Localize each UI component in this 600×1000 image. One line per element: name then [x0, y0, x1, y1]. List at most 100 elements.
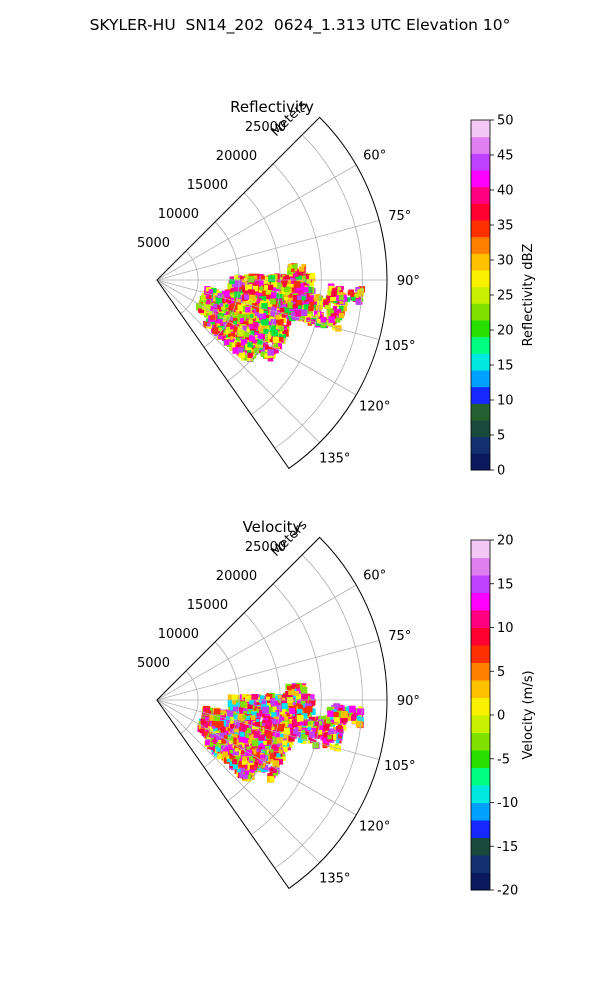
velocity-echo-cell	[236, 737, 240, 742]
velocity-echo-cell	[270, 749, 274, 753]
velocity-echo-cell	[301, 733, 308, 740]
velocity-echo-cell	[222, 751, 228, 758]
velocity-echo-cell	[333, 711, 339, 718]
reflectivity-echo-cell	[267, 355, 274, 362]
reflectivity-echo-cell	[279, 330, 284, 335]
sector-outline	[156, 536, 388, 890]
reflectivity-echo-cell	[282, 330, 287, 334]
reflectivity-echo-cell	[306, 310, 311, 314]
velocity-echo-cell	[254, 699, 260, 706]
reflectivity-echo-cell	[237, 347, 244, 353]
velocity-echo-cell	[242, 714, 247, 719]
velocity-echo-cell	[282, 723, 286, 727]
velocity-echo-cell	[352, 712, 359, 719]
velocity-echo-cell	[209, 726, 216, 733]
velocity-echo-cell	[254, 769, 258, 773]
reflectivity-echo-cell	[272, 301, 279, 308]
reflectivity-echo-cell	[338, 295, 344, 300]
reflectivity-echo-cell	[308, 296, 314, 302]
velocity-echo-cell	[240, 715, 245, 720]
velocity-echo-cell	[285, 744, 291, 751]
reflectivity-echo-cell	[264, 345, 269, 350]
reflectivity-echo-cell	[210, 305, 215, 310]
reflectivity-echo-cell	[237, 297, 242, 302]
velocity-echo-cell	[262, 719, 269, 726]
reflectivity-echo-cell	[283, 307, 290, 313]
reflectivity-echo-cell	[229, 309, 235, 315]
velocity-echo-cell	[247, 703, 253, 710]
reflectivity-echo-cell	[303, 286, 309, 293]
velocity-echo-cell	[214, 744, 221, 750]
colorbar-swatch	[471, 627, 490, 646]
reflectivity-echo-cell	[278, 291, 283, 295]
reflectivity-echo-cell	[337, 308, 342, 313]
reflectivity-echo-cell	[237, 317, 244, 324]
velocity-echo-cell	[229, 761, 235, 767]
reflectivity-echo-cell	[263, 285, 270, 292]
reflectivity-echo-cell	[318, 296, 323, 301]
reflectivity-echo-cell	[285, 311, 289, 315]
colorbar-swatch	[471, 750, 490, 768]
colorbar-tick-label: 5	[497, 429, 505, 444]
velocity-echo-cell	[295, 694, 301, 700]
colorbar-swatch	[471, 785, 490, 803]
colorbar-swatch	[471, 732, 490, 751]
velocity-echo-cell	[254, 758, 262, 766]
reflectivity-echo-cell	[231, 282, 238, 288]
velocity-echo-cell	[266, 732, 273, 739]
velocity-echo-cell	[265, 707, 273, 714]
velocity-echo-cell	[264, 713, 270, 719]
velocity-echo-cell	[274, 701, 279, 706]
reflectivity-echo-cell	[202, 305, 206, 310]
velocity-echo-cell	[317, 729, 323, 735]
velocity-echo-cell	[283, 734, 290, 741]
reflectivity-echo-cell	[281, 313, 286, 318]
reflectivity-echo-cell	[246, 312, 250, 316]
velocity-echo-cell	[256, 708, 262, 714]
reflectivity-echo-cell	[239, 351, 246, 358]
reflectivity-echo-cell	[244, 355, 250, 361]
radial-tick-label: 15000	[187, 178, 228, 193]
reflectivity-echo-cell	[253, 347, 260, 354]
reflectivity-echo-cell	[244, 284, 252, 292]
velocity-echo-cell	[226, 710, 234, 717]
velocity-echo-cell	[260, 754, 265, 759]
reflectivity-echo-cell	[213, 309, 218, 314]
reflectivity-echo-cell	[220, 307, 227, 314]
reflectivity-echo-cell	[213, 323, 218, 328]
velocity-echo-cell	[233, 729, 239, 736]
reflectivity-echo-cell	[259, 309, 264, 314]
reflectivity-echo-cell	[282, 325, 287, 331]
velocity-echo-cell	[213, 727, 218, 733]
velocity-echo-cell	[225, 716, 230, 721]
reflectivity-echo-cell	[227, 283, 234, 290]
velocity-echo-cell	[297, 685, 303, 691]
velocity-echo-cell	[249, 764, 255, 770]
reflectivity-echo-cell	[271, 329, 278, 337]
reflectivity-echo-cell	[271, 306, 275, 310]
velocity-echo-cell	[253, 751, 260, 759]
colorbar-tick-label: 50	[497, 114, 514, 129]
reflectivity-echo-cell	[217, 330, 224, 336]
velocity-echo-cell	[331, 709, 337, 714]
colorbar-swatch	[471, 855, 490, 873]
colorbar-label: Reflectivity dBZ	[521, 244, 536, 347]
velocity-echo-cell	[307, 726, 312, 731]
velocity-echo-cell	[293, 719, 301, 726]
velocity-echo-cell	[240, 701, 247, 708]
velocity-echo-cell	[270, 718, 277, 725]
colorbar-swatch	[471, 820, 490, 838]
colorbar-tick-label: 35	[497, 219, 514, 234]
velocity-echo-cell	[206, 733, 212, 739]
velocity-echo-cell	[199, 728, 205, 734]
velocity-echo-cell	[247, 709, 253, 714]
colorbar-tick-label: 10	[497, 621, 514, 636]
reflectivity-echo-cell	[230, 294, 235, 299]
reflectivity-echo-cell	[214, 304, 221, 311]
reflectivity-echo-cell	[282, 304, 286, 308]
velocity-echo-cell	[262, 740, 267, 745]
velocity-echo-cell	[310, 738, 315, 743]
panel-title: Reflectivity	[230, 98, 314, 116]
velocity-echo-cell	[226, 755, 231, 760]
velocity-echo-cell	[230, 728, 235, 734]
